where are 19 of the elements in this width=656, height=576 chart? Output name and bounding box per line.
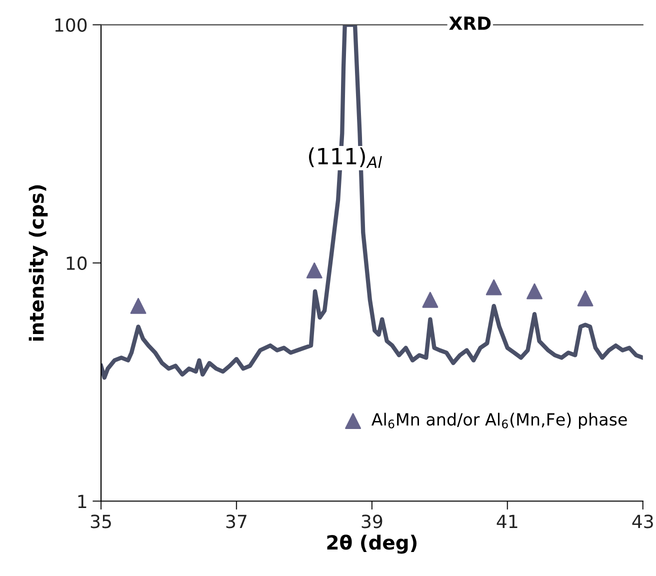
point [130,298,146,314]
x-axis-title: 2θ (deg) [327,534,417,554]
point [526,283,542,300]
point [577,290,594,306]
x-tick-label: 35 [90,514,111,528]
y-tick-label: 1 [78,494,86,508]
x-tick-label: 39 [362,514,382,528]
x-tick-label: 41 [496,514,518,528]
y-axis-title: intensity (cps) [28,185,48,341]
y-tick-label: 100 [55,18,87,32]
legend-label: Al$_{6}$Mn and/or Al$_{6}$(Mn,Fe) phase [372,412,627,429]
x-tick-label: 37 [226,514,246,528]
point [486,279,502,296]
point [306,262,322,278]
y-tick-label: 10 [66,256,87,270]
point [422,292,438,308]
chart-title: XRD [449,16,491,30]
x-tick-label: 43 [632,514,653,528]
annotation: (111)$_{Al}$ [308,147,382,168]
